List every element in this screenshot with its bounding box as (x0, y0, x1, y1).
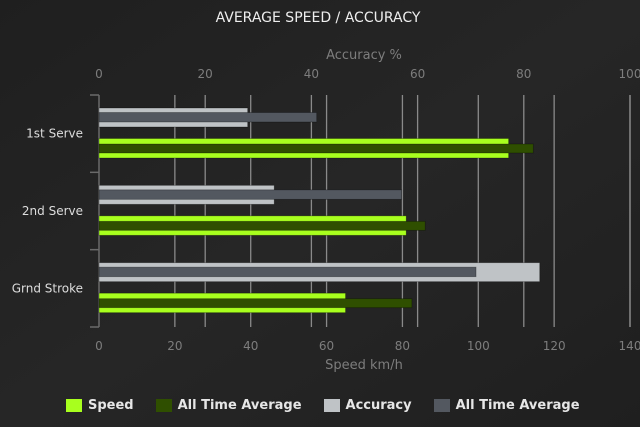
speed-average-bar (98, 143, 534, 154)
speed-tick-label: 120 (543, 339, 566, 353)
accuracy-tick-label: 60 (410, 67, 425, 81)
accuracy-tick-label: 0 (95, 67, 103, 81)
legend-swatch (66, 399, 82, 412)
category-label: 1st Serve (26, 127, 83, 141)
legend-swatch (433, 399, 450, 412)
speed-average-bar (98, 298, 413, 309)
top-axis-label: Accuracy % (326, 48, 402, 63)
accuracy-tick-label: 80 (516, 67, 531, 81)
speed-tick-label: 20 (167, 339, 182, 353)
legend-item[interactable]: Accuracy (323, 398, 412, 413)
speed-tick-label: 0 (95, 339, 103, 353)
speed-tick-label: 40 (243, 339, 258, 353)
accuracy-tick-label: 100 (619, 67, 640, 81)
speed-tick-label: 60 (319, 339, 334, 353)
legend-item[interactable]: Speed (66, 398, 134, 413)
accuracy-tick-label: 20 (198, 67, 213, 81)
bottom-axis-label: Speed km/h (325, 358, 403, 373)
chart-title: AVERAGE SPEED / ACCURACY (216, 10, 421, 26)
legend: Speed All Time Average Accuracy All Time Av… (66, 398, 602, 413)
legend-item[interactable]: All Time Average (433, 398, 580, 413)
accuracy-average-bar (98, 189, 403, 200)
legend-label: Accuracy (345, 398, 412, 413)
legend-label: Speed (88, 398, 134, 413)
legend-swatch (323, 399, 340, 412)
legend-label: All Time Average (455, 398, 580, 413)
category-label: Grnd Stroke (12, 281, 83, 295)
accuracy-tick-label: 40 (304, 67, 319, 81)
speed-tick-label: 80 (395, 339, 410, 353)
legend-label: All Time Average (177, 398, 302, 413)
legend-swatch (155, 399, 172, 412)
accuracy-average-bar (98, 112, 318, 123)
speed-average-bar (98, 220, 426, 231)
legend-item[interactable]: All Time Average (155, 398, 302, 413)
category-label: 2nd Serve (22, 204, 83, 218)
speed-tick-label: 140 (619, 339, 640, 353)
accuracy-average-bar (98, 266, 477, 278)
speed-tick-label: 100 (467, 339, 490, 353)
